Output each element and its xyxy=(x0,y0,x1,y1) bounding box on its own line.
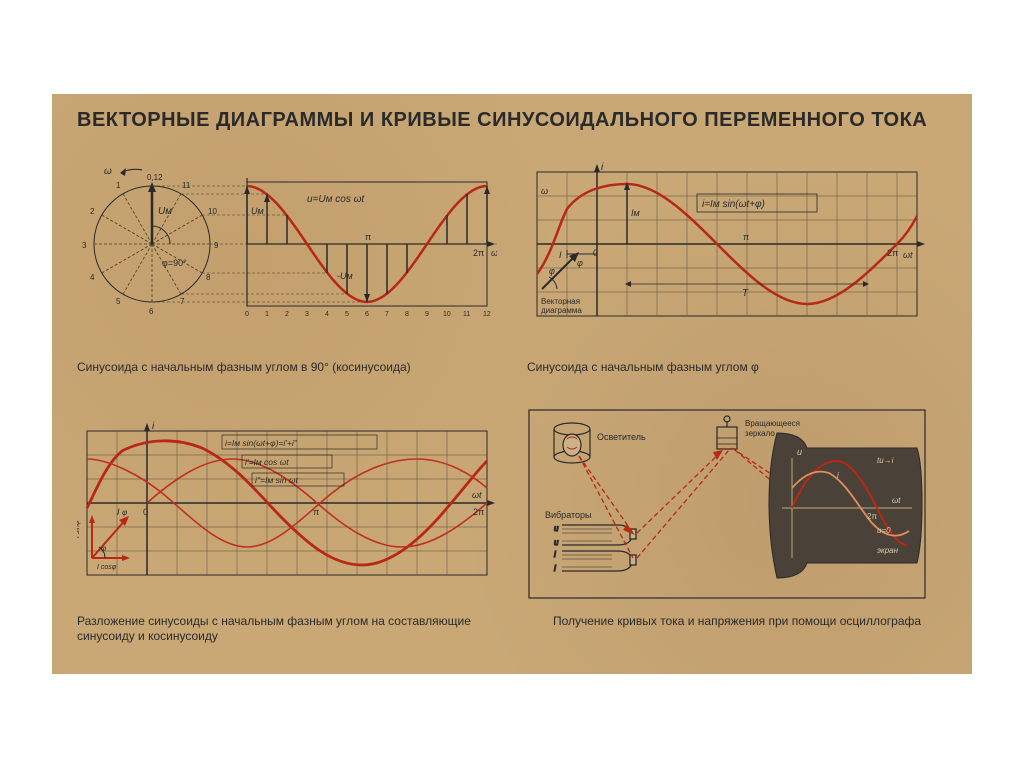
um-pos: Uм xyxy=(251,206,264,216)
tu-label: tu→i xyxy=(877,456,894,465)
svg-text:φ: φ xyxy=(122,508,127,517)
svg-text:4: 4 xyxy=(325,311,329,318)
svg-text:φ: φ xyxy=(101,544,106,553)
caption-br: Получение кривых тока и напряжения при п… xyxy=(527,614,947,630)
panel-decomposition: I I sinφ I cosφ φ i=Iм sin(ωt+φ)=i'+i'' … xyxy=(77,408,497,654)
svg-text:2π: 2π xyxy=(473,507,484,517)
panel-sine-phase: I φ Векторная диаграмма ω i=Iм sin(ωt+φ)… xyxy=(527,144,947,390)
svg-text:3: 3 xyxy=(82,241,87,250)
mirror-label2: зеркало xyxy=(745,429,775,438)
svg-text:2π: 2π xyxy=(887,248,898,258)
svg-text:u=0: u=0 xyxy=(877,526,891,535)
decomposition-svg: I I sinφ I cosφ φ i=Iм sin(ωt+φ)=i'+i'' … xyxy=(77,408,497,608)
svg-text:i: i xyxy=(554,550,556,559)
svg-text:0: 0 xyxy=(593,248,598,258)
svg-text:6: 6 xyxy=(149,307,154,316)
svg-text:i: i xyxy=(554,564,556,573)
svg-text:экран: экран xyxy=(877,546,899,555)
mirror-label1: Вращающееся xyxy=(745,419,800,428)
svg-text:8: 8 xyxy=(206,273,211,282)
caption-bl: Разложение синусоиды с начальным фазным … xyxy=(77,614,497,645)
svg-text:10: 10 xyxy=(208,207,217,216)
svg-text:π: π xyxy=(743,232,749,242)
svg-text:I: I xyxy=(559,250,562,260)
formula-c1: i'=Iм cos ωt xyxy=(245,457,289,467)
formula-sum: i=Iм sin(ωt+φ)=i'+i'' xyxy=(225,438,297,448)
formula-tr: i=Iм sin(ωt+φ) xyxy=(702,199,765,210)
svg-text:π: π xyxy=(313,507,319,517)
svg-text:φ: φ xyxy=(577,258,583,268)
svg-text:7: 7 xyxy=(385,311,389,318)
svg-text:8: 8 xyxy=(405,311,409,318)
svg-text:I sinφ: I sinφ xyxy=(77,520,81,538)
svg-text:I: I xyxy=(117,507,120,517)
svg-text:9: 9 xyxy=(214,241,219,250)
svg-text:5: 5 xyxy=(345,311,349,318)
svg-text:7: 7 xyxy=(180,297,185,306)
um-neg: -Uм xyxy=(337,271,353,281)
xaxis-bl: ωt xyxy=(472,490,482,500)
illuminator-label: Осветитель xyxy=(597,432,646,442)
svg-text:11: 11 xyxy=(182,181,191,190)
svg-text:2π: 2π xyxy=(473,248,484,258)
wt-label: ωt xyxy=(491,248,497,258)
svg-text:12: 12 xyxy=(483,311,491,318)
diagram-page: ВЕКТОРНЫЕ ДИАГРАММЫ И КРИВЫЕ СИНУСОИДАЛЬ… xyxy=(52,94,972,674)
svg-text:диаграмма: диаграмма xyxy=(541,306,582,315)
svg-text:2: 2 xyxy=(285,311,289,318)
phasor-cosine-svg: Uм φ=90° ω 0,12 11 10 9 8 7 6 5 xyxy=(77,144,497,354)
sine-phase-svg: I φ Векторная диаграмма ω i=Iм sin(ωt+φ)… xyxy=(527,144,927,354)
svg-text:π: π xyxy=(365,232,371,242)
2pi-screen: 2π xyxy=(867,512,877,521)
svg-text:u: u xyxy=(554,524,559,533)
phi-label: φ=90° xyxy=(162,258,187,268)
svg-text:u: u xyxy=(797,447,802,457)
formula-cos: u=Uм cos ωt xyxy=(307,194,365,205)
vector-box-label: Векторная xyxy=(541,297,580,306)
svg-text:0,12: 0,12 xyxy=(147,173,163,182)
xaxis-tr: ωt xyxy=(903,250,913,260)
svg-text:1: 1 xyxy=(265,311,269,318)
svg-text:0: 0 xyxy=(245,311,249,318)
svg-text:i: i xyxy=(837,471,839,480)
svg-text:3: 3 xyxy=(305,311,309,318)
svg-text:I cosφ: I cosφ xyxy=(97,564,117,571)
um-label: Uм xyxy=(158,206,172,217)
svg-text:1: 1 xyxy=(116,181,121,190)
panel-grid: Uм φ=90° ω 0,12 11 10 9 8 7 6 5 xyxy=(77,144,947,654)
yaxis-bl: i xyxy=(152,421,155,432)
wt-screen: ωt xyxy=(892,496,901,505)
vibrators-label: Вибраторы xyxy=(545,510,592,520)
formula-c2: i''=Iм sin ωt xyxy=(255,475,298,485)
im-label: Iм xyxy=(631,208,640,218)
svg-text:6: 6 xyxy=(365,311,369,318)
phi-tr: φ xyxy=(549,266,555,276)
caption-tr: Синусоида с начальным фазным углом φ xyxy=(527,360,947,376)
svg-text:4: 4 xyxy=(90,273,95,282)
period-label: T xyxy=(742,288,749,299)
omega-label: ω xyxy=(104,166,112,177)
yaxis-tr: i xyxy=(601,162,604,173)
svg-text:5: 5 xyxy=(116,297,121,306)
svg-text:9: 9 xyxy=(425,311,429,318)
omega-tr: ω xyxy=(541,186,548,196)
svg-text:u: u xyxy=(554,538,559,547)
svg-text:2: 2 xyxy=(90,207,95,216)
svg-text:0: 0 xyxy=(143,507,148,517)
panel-oscillograph: Осветитель Вращающееся зеркало xyxy=(527,408,947,654)
panel-phasor-cosine: Uм φ=90° ω 0,12 11 10 9 8 7 6 5 xyxy=(77,144,497,390)
svg-text:10: 10 xyxy=(443,311,451,318)
caption-tl: Синусоида с начальным фазным углом в 90°… xyxy=(77,360,497,376)
svg-text:11: 11 xyxy=(463,311,470,318)
oscillograph-svg: Осветитель Вращающееся зеркало xyxy=(527,408,927,608)
page-title: ВЕКТОРНЫЕ ДИАГРАММЫ И КРИВЫЕ СИНУСОИДАЛЬ… xyxy=(77,109,947,132)
